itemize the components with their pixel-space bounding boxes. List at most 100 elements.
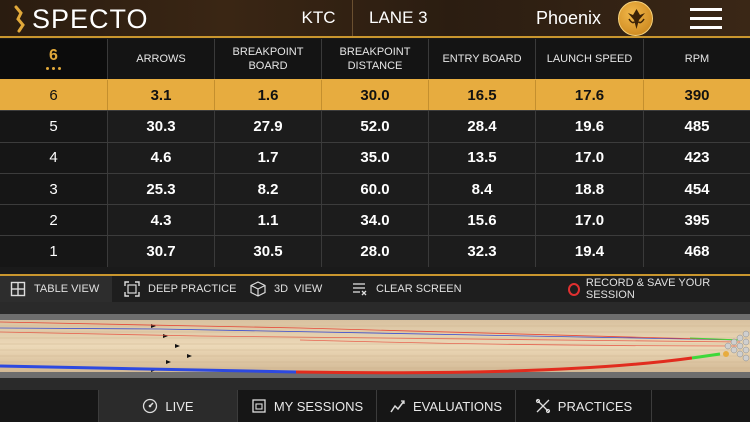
shot-number-cell: 2 bbox=[0, 205, 107, 236]
record-icon bbox=[568, 282, 580, 296]
shot-number-cell: 6 bbox=[0, 80, 107, 111]
table-row[interactable]: 6 3.1 1.6 30.0 16.5 17.6 390 bbox=[0, 79, 750, 111]
table-cell: 15.6 bbox=[428, 205, 535, 236]
table-cell: 19.6 bbox=[535, 111, 643, 142]
hamburger-menu-icon[interactable] bbox=[690, 8, 722, 30]
table-cell: 4.6 bbox=[107, 142, 214, 173]
shot-number-cell: 1 bbox=[0, 236, 107, 267]
table-cell: 35.0 bbox=[321, 142, 428, 173]
table-row[interactable]: 3 25.3 8.2 60.0 8.4 18.8 454 bbox=[0, 172, 750, 205]
column-header-rpm: RPM bbox=[643, 39, 750, 79]
table-cell: 30.7 bbox=[107, 236, 214, 267]
lane-visualization[interactable] bbox=[0, 302, 750, 390]
table-cell: 17.6 bbox=[535, 80, 643, 111]
table-cell: 395 bbox=[643, 205, 750, 236]
table-cell: 30.0 bbox=[321, 80, 428, 111]
nav-live[interactable]: LIVE bbox=[98, 390, 237, 422]
pin-deck bbox=[724, 330, 750, 362]
app-header: SPECTO KTC LANE 3 Phoenix bbox=[0, 0, 750, 38]
table-row[interactable]: 5 30.3 27.9 52.0 28.4 19.6 485 bbox=[0, 110, 750, 142]
center-name: KTC bbox=[301, 8, 336, 27]
table-row[interactable]: 1 30.7 30.5 28.0 32.3 19.4 468 bbox=[0, 235, 750, 267]
table-cell: 30.5 bbox=[214, 236, 321, 267]
table-cell: 423 bbox=[643, 142, 750, 173]
sessions-icon bbox=[251, 398, 267, 414]
column-header-breakpoint-board: BREAKPOINT BOARD bbox=[214, 39, 321, 79]
specto-logo: SPECTO bbox=[12, 4, 149, 34]
table-cell: 485 bbox=[643, 111, 750, 142]
3d-view-label: 3D VIEW bbox=[274, 283, 323, 295]
shot-dots-icon bbox=[46, 67, 61, 70]
nav-evaluations-label: EVALUATIONS bbox=[412, 398, 503, 414]
table-cell: 1.1 bbox=[214, 205, 321, 236]
table-view-label: TABLE VIEW bbox=[34, 283, 100, 295]
table-cell: 52.0 bbox=[321, 111, 428, 142]
clear-screen-button[interactable]: CLEAR SCREEN bbox=[342, 276, 472, 302]
table-cell: 3.1 bbox=[107, 80, 214, 111]
practice-cross-icon bbox=[535, 398, 551, 414]
shot-data-table: 6 ARROWS BREAKPOINT BOARD BREAKPOINT DIS… bbox=[0, 39, 750, 267]
lane-label: LANE 3 bbox=[369, 8, 428, 27]
table-cell: 468 bbox=[643, 236, 750, 267]
nav-practices[interactable]: PRACTICES bbox=[515, 390, 652, 422]
table-cell: 25.3 bbox=[107, 173, 214, 205]
table-cell: 1.7 bbox=[214, 142, 321, 173]
table-cell: 32.3 bbox=[428, 236, 535, 267]
table-cell: 13.5 bbox=[428, 142, 535, 173]
table-cell: 34.0 bbox=[321, 205, 428, 236]
nav-my-sessions-label: MY SESSIONS bbox=[273, 398, 364, 414]
shot-number-cell: 3 bbox=[0, 173, 107, 205]
column-header-breakpoint-distance: BREAKPOINT DISTANCE bbox=[321, 39, 428, 79]
nav-evaluations[interactable]: EVALUATIONS bbox=[376, 390, 515, 422]
table-cell: 16.5 bbox=[428, 80, 535, 111]
column-header-entry-board: ENTRY BOARD bbox=[428, 39, 535, 79]
table-cell: 27.9 bbox=[214, 111, 321, 142]
table-row[interactable]: 4 4.6 1.7 35.0 13.5 17.0 423 bbox=[0, 141, 750, 173]
bottom-navigation: LIVE MY SESSIONS EVALUATIONS PRACTICES bbox=[0, 390, 750, 422]
gutter-bottom bbox=[0, 372, 750, 378]
table-cell: 8.4 bbox=[428, 173, 535, 205]
specto-logo-icon bbox=[12, 5, 30, 33]
3d-view-button[interactable]: 3D VIEW bbox=[240, 276, 332, 302]
table-view-button[interactable]: TABLE VIEW bbox=[0, 276, 112, 302]
table-cell: 30.3 bbox=[107, 111, 214, 142]
focus-frame-icon bbox=[124, 281, 140, 297]
table-cell: 390 bbox=[643, 80, 750, 111]
clear-screen-label: CLEAR SCREEN bbox=[376, 283, 462, 295]
cube-icon bbox=[250, 281, 266, 297]
current-shot-indicator[interactable]: 6 bbox=[0, 39, 107, 79]
table-row[interactable]: 2 4.3 1.1 34.0 15.6 17.0 395 bbox=[0, 204, 750, 236]
nav-practices-label: PRACTICES bbox=[557, 398, 633, 414]
table-cell: 60.0 bbox=[321, 173, 428, 205]
table-cell: 454 bbox=[643, 173, 750, 205]
table-grid-icon bbox=[10, 281, 26, 297]
shot-number-cell: 4 bbox=[0, 142, 107, 173]
brand-name: SPECTO bbox=[32, 4, 149, 34]
header-divider bbox=[352, 0, 353, 36]
view-toolbar: TABLE VIEW DEEP PRACTICE 3D VIEW CLEAR S… bbox=[0, 274, 750, 302]
column-header-launch-speed: LAUNCH SPEED bbox=[535, 39, 643, 79]
phoenix-team-icon[interactable] bbox=[618, 1, 653, 36]
clear-list-icon bbox=[352, 281, 368, 297]
nav-my-sessions[interactable]: MY SESSIONS bbox=[237, 390, 376, 422]
gauge-icon bbox=[142, 398, 158, 414]
table-cell: 18.8 bbox=[535, 173, 643, 205]
trend-chart-icon bbox=[390, 398, 406, 414]
table-cell: 17.0 bbox=[535, 205, 643, 236]
deep-practice-label: DEEP PRACTICE bbox=[148, 283, 237, 295]
table-cell: 17.0 bbox=[535, 142, 643, 173]
table-cell: 28.0 bbox=[321, 236, 428, 267]
table-cell: 8.2 bbox=[214, 173, 321, 205]
table-cell: 1.6 bbox=[214, 80, 321, 111]
table-header: 6 ARROWS BREAKPOINT BOARD BREAKPOINT DIS… bbox=[0, 39, 750, 79]
table-cell: 28.4 bbox=[428, 111, 535, 142]
gutter-top bbox=[0, 314, 750, 320]
current-shot-path bbox=[0, 364, 297, 374]
shot-number-cell: 5 bbox=[0, 111, 107, 142]
deep-practice-button[interactable]: DEEP PRACTICE bbox=[114, 276, 246, 302]
team-name: Phoenix bbox=[536, 8, 602, 28]
column-header-arrows: ARROWS bbox=[107, 39, 214, 79]
table-cell: 4.3 bbox=[107, 205, 214, 236]
record-session-button[interactable]: RECORD & SAVE YOUR SESSION bbox=[558, 276, 750, 302]
record-session-label: RECORD & SAVE YOUR SESSION bbox=[585, 277, 711, 301]
